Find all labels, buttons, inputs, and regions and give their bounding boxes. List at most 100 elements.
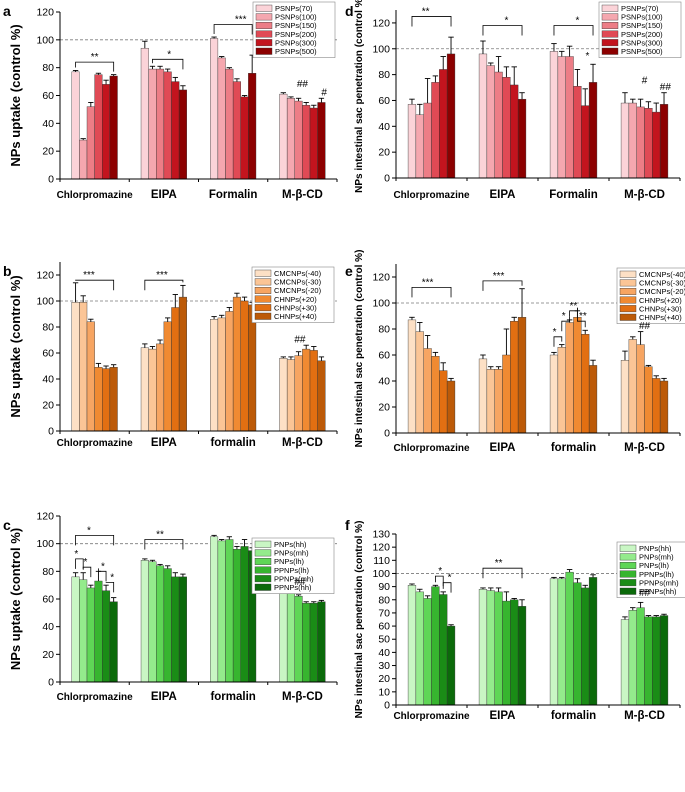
legend-label: PSNPs(300): [621, 38, 663, 47]
bar: [502, 76, 511, 179]
significance-bracket: [561, 316, 570, 332]
y-tick-label: 110: [373, 555, 390, 567]
y-tick-label: 100: [36, 296, 54, 308]
significance-marker: ##: [297, 79, 309, 90]
y-tick-label: 120: [36, 7, 54, 19]
bar: [94, 367, 103, 432]
y-tick-label: 130: [372, 529, 390, 541]
bar: [510, 84, 519, 179]
bar: [652, 378, 661, 434]
bar: [178, 576, 187, 683]
legend-swatch: [601, 22, 619, 29]
bar: [309, 602, 318, 683]
bar: [659, 104, 669, 179]
bar: [659, 380, 669, 434]
legend-label: PNPs(mh): [274, 549, 309, 558]
y-tick-label: 100: [36, 538, 54, 550]
legend-swatch: [619, 579, 637, 587]
y-axis-label: NPs intestinal sac penetration (control …: [354, 521, 365, 719]
bar: [79, 139, 88, 180]
y-tick-label: 40: [378, 647, 390, 659]
y-tick-label: 0: [48, 677, 54, 689]
y-tick-label: 90: [378, 581, 390, 593]
bar: [644, 366, 653, 434]
x-tick-label: formalin: [551, 442, 596, 454]
legend-swatch: [255, 22, 273, 29]
bar: [581, 334, 590, 434]
y-tick-label: 20: [378, 402, 390, 414]
bar: [636, 344, 645, 434]
significance-bracket: [75, 558, 84, 569]
y-tick-label: 40: [42, 118, 54, 130]
bar: [302, 348, 311, 432]
bar: [102, 84, 111, 180]
bar: [240, 546, 249, 683]
x-tick-label: EIPA: [151, 189, 177, 201]
bar: [156, 343, 165, 432]
bar: [431, 82, 440, 179]
bar: [517, 98, 527, 179]
legend-label: CMCNPs(-20): [274, 286, 322, 295]
legend-label: PSNPs(150): [621, 21, 663, 30]
significance-marker: *: [585, 51, 589, 62]
legend-label: PPNPs(lh): [274, 566, 310, 575]
bar: [628, 339, 637, 434]
x-tick-label: formalin: [551, 710, 596, 722]
legend-swatch: [601, 30, 619, 38]
bar: [620, 619, 630, 706]
significance-bracket: [144, 539, 184, 550]
panel-letter: d: [345, 3, 354, 19]
legend-swatch: [619, 305, 637, 313]
legend-label: PSNPs(500): [621, 47, 663, 56]
legend-swatch: [255, 13, 273, 21]
panel-letter: a: [3, 3, 11, 19]
bar: [163, 568, 172, 683]
bar: [178, 89, 187, 180]
bar: [86, 106, 95, 180]
bar: [140, 560, 149, 683]
y-axis-label: NPs uptake (control %): [8, 24, 23, 166]
x-tick-label: M-β-CD: [624, 189, 665, 201]
x-tick-label: Formalin: [549, 189, 598, 201]
significance-bracket: [553, 25, 594, 36]
bar: [210, 319, 219, 432]
bar: [217, 317, 226, 432]
bar: [94, 580, 103, 683]
significance-marker: #: [642, 76, 648, 87]
bar: [109, 75, 118, 180]
bar: [86, 587, 95, 683]
legend-label: CHNPs(+20): [639, 296, 682, 305]
bar: [71, 302, 80, 432]
significance-marker: ***: [422, 277, 434, 288]
bar: [279, 358, 288, 432]
legend-label: PNPs(lh): [274, 557, 305, 566]
y-tick-label: 0: [48, 174, 54, 186]
legend-swatch: [254, 269, 272, 277]
panel-letter: c: [3, 517, 11, 533]
y-tick-label: 20: [378, 673, 390, 685]
bar: [71, 576, 80, 683]
significance-marker: *: [562, 311, 566, 322]
legend-swatch: [619, 288, 637, 295]
significance-bracket: [482, 25, 523, 36]
y-tick-label: 30: [378, 660, 390, 672]
significance-marker: **: [422, 6, 430, 17]
legend-label: PNPs(lh): [639, 561, 670, 570]
panel-letter: e: [345, 263, 353, 279]
chart-panel-d: d 0 20 40 60 80 100 120 Chlorpromazine EIPA Formal…: [345, 0, 682, 201]
bar: [431, 356, 440, 434]
legend-label: PPNPs(mh): [274, 574, 314, 583]
y-tick-label: 120: [36, 270, 54, 282]
significance-marker: *: [448, 573, 452, 584]
bar: [446, 53, 456, 179]
bar: [225, 539, 234, 683]
chart-panel-b: b 0 20 40 60 80 100 120 Chlorpromazine EIPA formal…: [3, 262, 338, 449]
bar: [494, 369, 503, 434]
y-tick-label: 60: [378, 95, 390, 107]
x-tick-label: Chlorpromazine: [57, 692, 134, 703]
y-tick-label: 20: [42, 649, 54, 661]
x-tick-label: formalin: [210, 691, 255, 703]
y-tick-label: 40: [378, 121, 390, 133]
y-tick-label: 120: [372, 272, 390, 284]
